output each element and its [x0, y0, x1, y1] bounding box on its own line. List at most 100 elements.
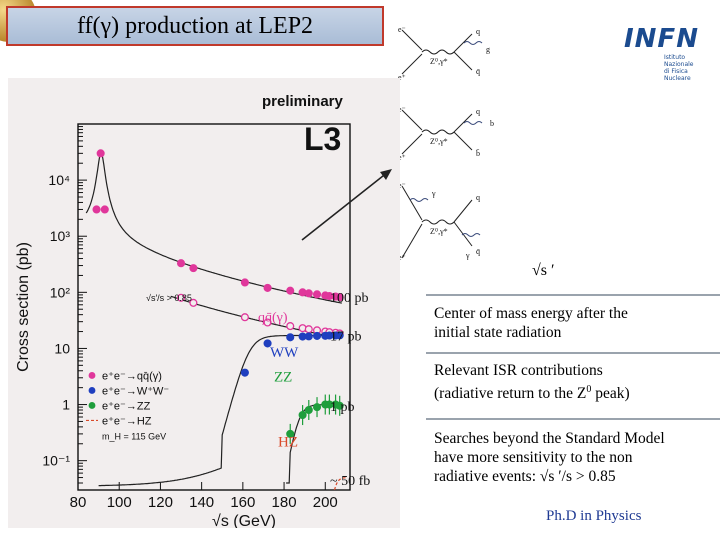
- para2-line2-end: peak): [591, 385, 630, 403]
- d3-label-eminus: e⁻: [398, 181, 406, 190]
- x-tick-label: 140: [189, 494, 214, 511]
- d3-label-gamma1: γ: [431, 189, 436, 198]
- curve-label: WW: [270, 345, 299, 361]
- data-point: [286, 286, 295, 295]
- plot-frame: [77, 123, 351, 491]
- d1-label-q: q: [476, 27, 480, 36]
- curve-qq-cut: [170, 295, 342, 339]
- y-tick-label: 10³: [50, 228, 71, 244]
- curve-label: 17 pb: [330, 330, 362, 345]
- curve-label: ZZ: [274, 369, 292, 385]
- data-point: [189, 264, 198, 273]
- d3-label-qbar: q̄: [476, 247, 480, 256]
- para2-line2-start: (radiative return to the Z: [434, 385, 587, 403]
- data-point: [312, 403, 322, 412]
- d1-label-qbar: q̄: [476, 67, 480, 76]
- data-point: [240, 368, 249, 377]
- data-point: [92, 205, 101, 214]
- data-point: [189, 298, 198, 307]
- d3-label-boson: Z⁰,γ*: [430, 227, 448, 236]
- sqrt-s-prime-label: √s ′: [532, 262, 555, 279]
- feynman-diagrams: e⁻ e⁺ Z⁰,γ* q q̄ g e⁻ e⁺ Z⁰,γ* q b b̄: [398, 25, 494, 262]
- data-point: [100, 205, 109, 214]
- d2-label-bbar: b̄: [476, 149, 480, 158]
- infn-subtitle-line1: Istituto Nazionale: [664, 54, 694, 68]
- d2-label-boson: Z⁰,γ*: [430, 137, 448, 146]
- para2-line1: Relevant ISR contributions: [434, 362, 603, 379]
- d2-label-b: b: [490, 119, 494, 128]
- infn-logo: INFN Istituto Nazionale di Fisica Nuclea…: [624, 24, 704, 82]
- para1-line2: initial state radiation: [434, 324, 562, 341]
- curve-hz: [333, 477, 346, 491]
- legend-marker: [88, 372, 96, 379]
- curve-label: ~ 50 fb: [330, 474, 370, 489]
- infn-logo-subtitle: Istituto Nazionale di Fisica Nucleare: [664, 54, 704, 82]
- y-tick-label: 1: [62, 397, 70, 413]
- footer-text: Ph.D in Physics: [546, 508, 642, 524]
- legend-label: e⁺e⁻→HZ: [102, 415, 152, 427]
- x-tick-label: 200: [313, 494, 338, 511]
- data-point: [240, 278, 249, 287]
- legend-label: e⁺e⁻→qq̄(γ): [102, 370, 162, 382]
- data-point: [286, 333, 295, 342]
- d1-label-eminus: e⁻: [398, 25, 406, 34]
- slide-title: ff(γ) production at LEP2: [76, 12, 314, 39]
- curve-label: 1 pb: [330, 400, 355, 415]
- data-point: [298, 410, 307, 420]
- y-tick-label: 10: [54, 340, 70, 356]
- d2-label-eminus: e⁻: [398, 105, 406, 114]
- separator-3: [426, 418, 720, 420]
- d3-label-eplus: e⁺: [398, 253, 406, 262]
- legend-label: e⁺e⁻→W⁺W⁻: [102, 385, 169, 397]
- para3-line2: have more sensitivity to the non: [434, 449, 633, 466]
- data-point: [335, 293, 344, 302]
- infn-subtitle-line2: di Fisica Nucleare: [664, 68, 691, 82]
- x-tick-label: 180: [272, 494, 297, 511]
- data-point: [304, 332, 313, 341]
- x-tick-label: 160: [230, 494, 255, 511]
- para3-line3: radiative events: √s ′/s > 0.85: [434, 468, 616, 485]
- data-point: [263, 283, 272, 292]
- data-point: [240, 313, 249, 322]
- y-tick-label: 10⁻¹: [42, 453, 70, 469]
- data-point: [304, 405, 313, 415]
- data-point: [176, 259, 186, 268]
- y-tick-label: 10²: [50, 284, 71, 300]
- separator-1: [426, 294, 720, 296]
- y-axis-label: Cross section (pb): [15, 242, 32, 372]
- paragraph-searches: Searches beyond the Standard Model have …: [434, 429, 665, 486]
- data-point: [335, 331, 344, 340]
- d3-label-gamma2: γ: [465, 251, 470, 260]
- data-point: [176, 293, 186, 302]
- d3-label-q: q: [476, 193, 480, 202]
- data-point: [312, 331, 322, 340]
- d1-label-g: g: [486, 45, 490, 54]
- chart-preliminary-label: preliminary: [262, 93, 344, 110]
- d1-label-boson: Z⁰,γ*: [430, 57, 448, 66]
- chart-experiment-label: L3: [304, 121, 341, 157]
- y-tick-label: 10⁴: [48, 172, 70, 188]
- data-point: [312, 290, 322, 299]
- x-axis-label: √s (GeV): [212, 513, 276, 528]
- data-point: [335, 401, 344, 410]
- data-point: [263, 318, 272, 327]
- data-point: [96, 149, 105, 158]
- d1-label-eplus: e⁺: [398, 73, 406, 82]
- curve-label: HZ: [278, 434, 298, 450]
- cross-section-chart: 80 100 120 140 160 180 200 10⁻¹ 1 10 10² 10³ 10⁴ √s (…: [15, 93, 370, 528]
- legend-marker: [88, 402, 96, 409]
- d2-label-eplus: e⁺: [398, 153, 406, 162]
- data-point: [286, 322, 295, 331]
- title-box: ff(γ) production at LEP2: [6, 6, 384, 46]
- curve-label: 100 pb: [330, 291, 369, 306]
- x-tick-label: 100: [107, 494, 132, 511]
- legend-marker: [88, 387, 96, 394]
- d2-label-q: q: [476, 107, 480, 116]
- para2-line2: (radiative return to the Z0 peak): [434, 380, 630, 403]
- curve-label: qq̄(γ): [258, 311, 288, 326]
- para3-line1: Searches beyond the Standard Model: [434, 430, 665, 447]
- legend-label: m_H = 115 GeV: [102, 431, 166, 441]
- paragraph-center-of-mass: Center of mass energy after the initial …: [434, 304, 628, 342]
